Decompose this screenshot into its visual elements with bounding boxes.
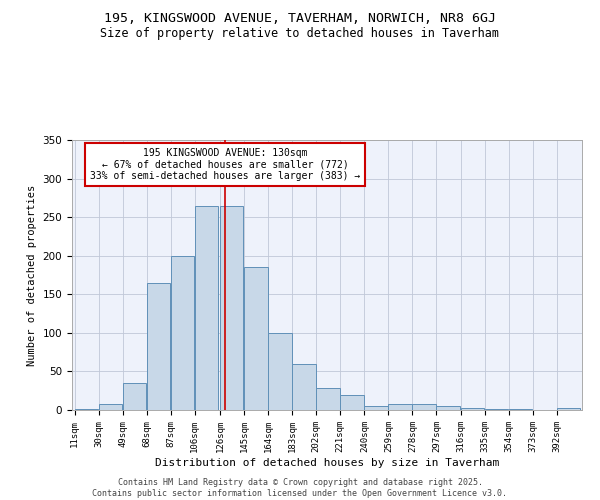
Bar — [412, 404, 436, 410]
Bar — [340, 394, 364, 410]
Bar — [461, 408, 484, 410]
Y-axis label: Number of detached properties: Number of detached properties — [27, 184, 37, 366]
Bar — [316, 388, 340, 410]
Bar — [292, 364, 316, 410]
Bar — [122, 383, 146, 410]
Bar — [436, 406, 460, 410]
Bar — [171, 256, 194, 410]
Bar — [195, 206, 218, 410]
Text: Size of property relative to detached houses in Taverham: Size of property relative to detached ho… — [101, 28, 499, 40]
Bar — [364, 406, 388, 410]
Text: Contains HM Land Registry data © Crown copyright and database right 2025.
Contai: Contains HM Land Registry data © Crown c… — [92, 478, 508, 498]
Bar — [244, 268, 268, 410]
Bar — [509, 409, 532, 410]
Bar — [485, 409, 508, 410]
Bar — [388, 404, 412, 410]
Text: 195 KINGSWOOD AVENUE: 130sqm
← 67% of detached houses are smaller (772)
33% of s: 195 KINGSWOOD AVENUE: 130sqm ← 67% of de… — [90, 148, 360, 182]
Bar — [557, 408, 580, 410]
Bar — [146, 282, 170, 410]
Text: 195, KINGSWOOD AVENUE, TAVERHAM, NORWICH, NR8 6GJ: 195, KINGSWOOD AVENUE, TAVERHAM, NORWICH… — [104, 12, 496, 26]
Bar — [98, 404, 122, 410]
Bar — [220, 206, 244, 410]
Bar — [268, 333, 292, 410]
X-axis label: Distribution of detached houses by size in Taverham: Distribution of detached houses by size … — [155, 458, 499, 468]
Bar — [74, 409, 98, 410]
